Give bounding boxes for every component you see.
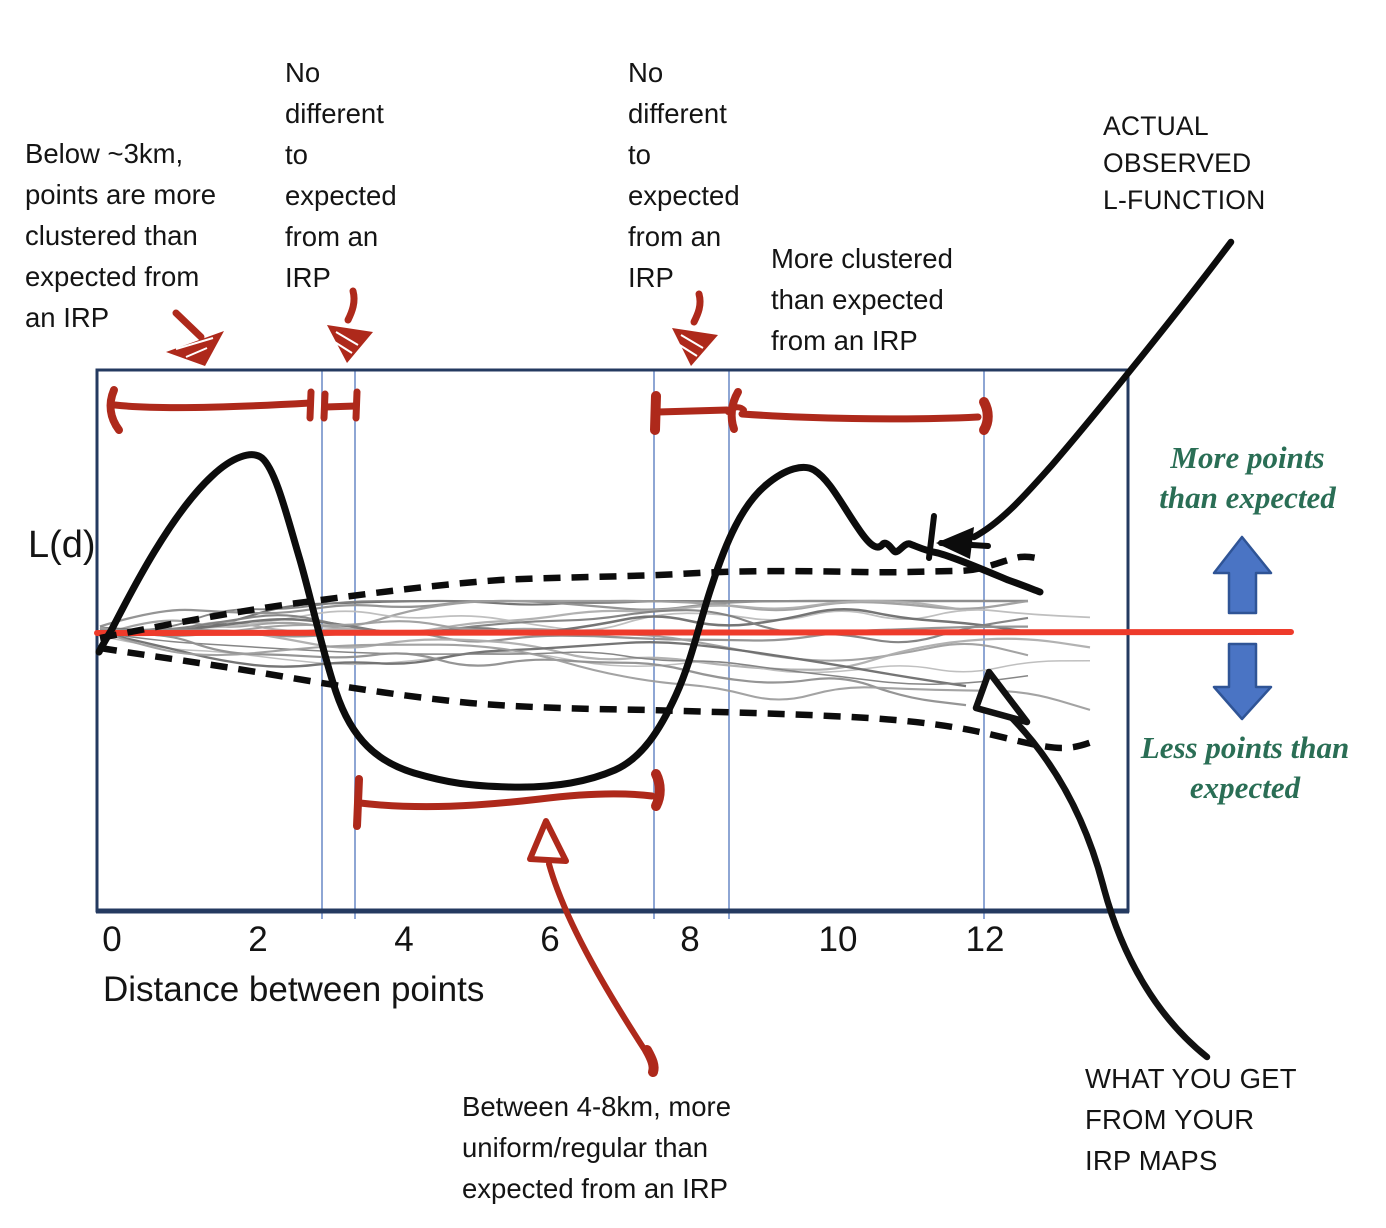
y-axis-label: L(d) <box>28 524 96 566</box>
callout-between-4-8km: Between 4-8km, more uniform/regular than… <box>462 1091 731 1204</box>
bracket-span <box>654 406 731 416</box>
bracket-span <box>321 402 360 411</box>
arrow-shaft <box>690 290 704 326</box>
x-tick-10: 10 <box>818 920 858 959</box>
bracket-right-cap <box>306 388 315 422</box>
arrow-scribble <box>332 331 359 354</box>
arrow-head <box>936 527 974 559</box>
arrow-shaft <box>970 238 1235 541</box>
scribble-arrow-below-3km <box>166 309 224 366</box>
curved-arrow-uniform-region <box>527 818 659 1077</box>
bracket-left-cap-hook <box>725 404 747 415</box>
less-points-down-arrow <box>1212 642 1273 721</box>
simulated-irp-line <box>99 632 967 707</box>
simulated-irp-line <box>99 630 1091 711</box>
simulated-irp-line <box>99 599 967 635</box>
arrow-shaft <box>344 287 358 324</box>
more-points-up-arrow <box>1212 535 1273 615</box>
bracket-below-3km <box>106 386 315 434</box>
callout-no-different-left: No different to expected from an IRP <box>285 57 397 293</box>
annotation-arrow-irp-maps <box>972 668 1211 1061</box>
bracket-span <box>111 399 314 412</box>
bracket-no-different-right <box>650 391 731 435</box>
arrow-tick <box>926 513 937 561</box>
x-tick-12: 12 <box>965 920 1005 959</box>
bracket-uniform-4-8km <box>353 769 665 830</box>
arrow-scribble <box>175 337 214 358</box>
arrow-shaft <box>546 861 653 1061</box>
note-less-points: Less points than expected <box>1140 730 1350 805</box>
x-tick-4: 4 <box>394 920 414 959</box>
arrow-head <box>327 325 373 363</box>
arrow-shaft <box>172 309 205 341</box>
bracket-left-tail <box>106 386 123 434</box>
callout-below-3km: Below ~3km, points are more clustered th… <box>25 138 217 333</box>
simulated-irp-line <box>99 629 1091 671</box>
arrow-tail-blob <box>642 1045 659 1077</box>
simulated-irp-line <box>99 631 967 688</box>
x-tick-2: 2 <box>248 920 268 959</box>
x-tick-8: 8 <box>680 920 700 959</box>
callout-actual-observed: ACTUAL OBSERVED L-FUNCTION <box>1103 111 1266 215</box>
x-tick-0: 0 <box>102 920 122 959</box>
bracket-more-clustered <box>725 388 993 435</box>
bracket-span <box>356 790 656 811</box>
note-more-points: More points than expected <box>1159 440 1336 515</box>
simulated-irp-line <box>99 609 1029 644</box>
bracket-right-cap <box>979 397 993 435</box>
arrow-head <box>972 668 1031 726</box>
expected-irp-line <box>94 629 1294 636</box>
x-tick-6: 6 <box>540 920 560 959</box>
bracket-no-different-left <box>320 388 361 422</box>
simulated-irp-line <box>99 631 1029 685</box>
bracket-span <box>738 410 982 423</box>
bracket-right-cap <box>651 769 665 811</box>
callout-more-clustered: More clustered than expected from an IRP <box>771 243 953 356</box>
bracket-right-cap <box>352 388 361 422</box>
arrow-head <box>527 818 569 864</box>
scribble-arrow-no-different-left <box>327 287 373 363</box>
annotation-arrow-observed <box>926 238 1235 561</box>
arrow-scribble <box>677 334 704 357</box>
scribble-arrow-no-different-right <box>672 290 718 366</box>
arrow-shaft <box>1004 710 1211 1061</box>
simulated-irp-lines <box>99 599 1091 711</box>
arrow-head <box>672 328 718 366</box>
callout-no-different-right: No different to expected from an IRP <box>628 57 740 293</box>
observed-lfunction-curve <box>95 451 1044 791</box>
x-axis-label: Distance between points <box>103 970 485 1009</box>
callout-what-you-get: WHAT YOU GET FROM YOUR IRP MAPS <box>1085 1063 1297 1176</box>
